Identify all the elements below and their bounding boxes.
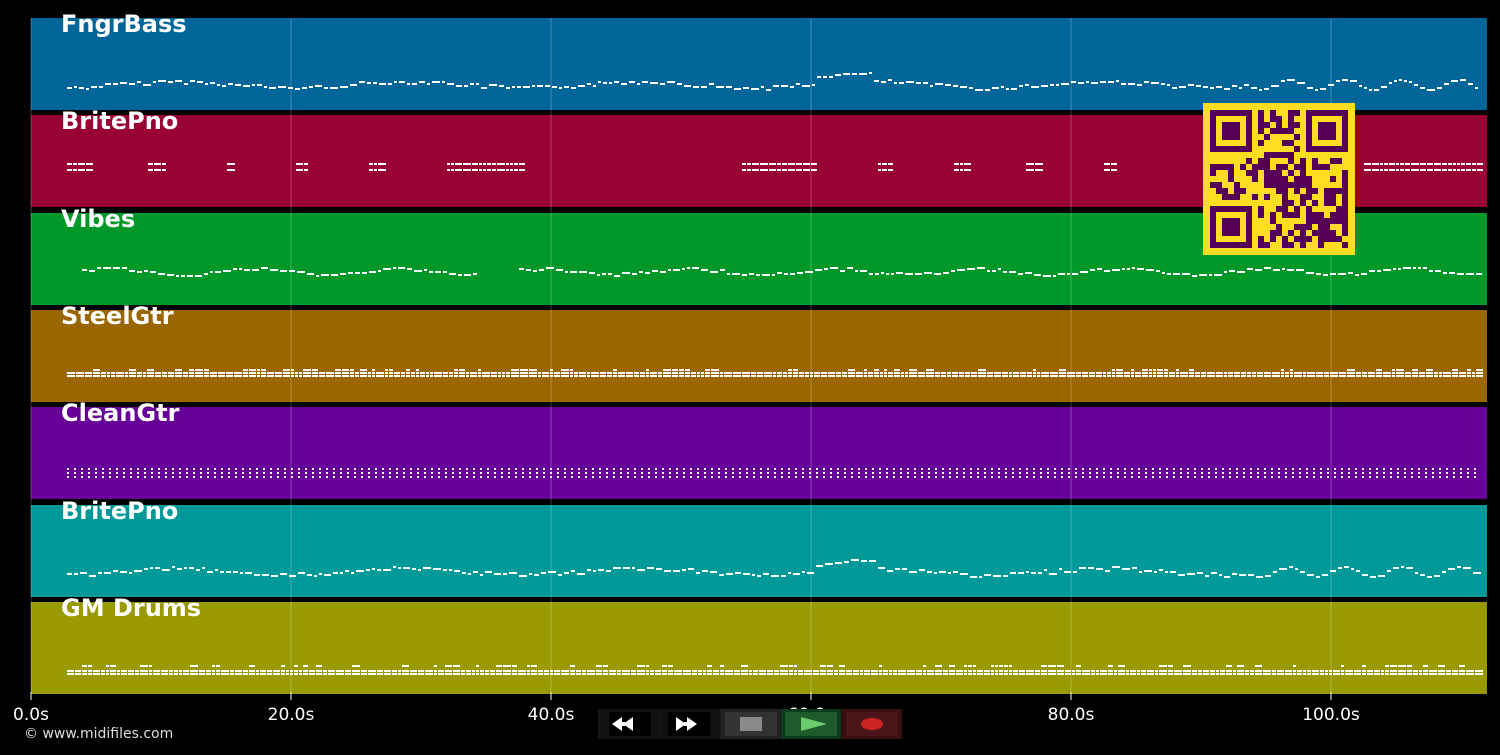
fast-forward-icon	[667, 712, 710, 736]
note-events	[67, 72, 1483, 675]
tick-label: 80.0s	[1048, 705, 1095, 725]
track-name: SteelGtr	[61, 302, 174, 330]
record-icon	[846, 712, 899, 736]
track-name: FngrBass	[61, 10, 187, 38]
track-name: BritePno	[61, 107, 178, 135]
track-notes	[67, 665, 1483, 675]
transport-controls	[598, 709, 902, 739]
tick-label: 0.0s	[13, 705, 49, 725]
track-name: GM Drums	[61, 594, 201, 622]
copyright-text: © www.midifiles.com	[24, 726, 174, 742]
rewind-icon	[609, 712, 651, 736]
qr-code-icon	[1203, 103, 1355, 255]
track-name: CleanGtr	[61, 399, 180, 427]
play-icon	[785, 712, 838, 736]
track-lane[interactable]	[31, 602, 1487, 694]
record-button[interactable]	[842, 709, 902, 739]
track-notes	[67, 72, 1478, 91]
track-lane[interactable]	[31, 18, 1487, 110]
track-name: Vibes	[61, 205, 135, 233]
stop-icon	[724, 712, 777, 736]
track-notes	[67, 369, 1483, 377]
track-notes	[82, 267, 1482, 277]
stop-button[interactable]	[720, 709, 781, 739]
track-labels: FngrBass BritePno Vibes SteelGtr CleanGtr Bri…	[61, 10, 201, 622]
tick-label: 20.0s	[268, 705, 315, 725]
fast-forward-button[interactable]	[659, 709, 720, 739]
track-notes	[67, 163, 1483, 171]
play-button[interactable]	[781, 709, 842, 739]
track-lane[interactable]	[31, 505, 1487, 597]
tick-label: 40.0s	[528, 705, 575, 725]
track-lane[interactable]	[31, 310, 1487, 402]
track-lane[interactable]	[31, 407, 1487, 499]
tick-label: 100.0s	[1302, 705, 1360, 725]
rewind-button[interactable]	[599, 709, 659, 739]
track-name: BritePno	[61, 497, 178, 525]
track-notes	[67, 468, 1476, 478]
track-notes	[67, 559, 1481, 578]
